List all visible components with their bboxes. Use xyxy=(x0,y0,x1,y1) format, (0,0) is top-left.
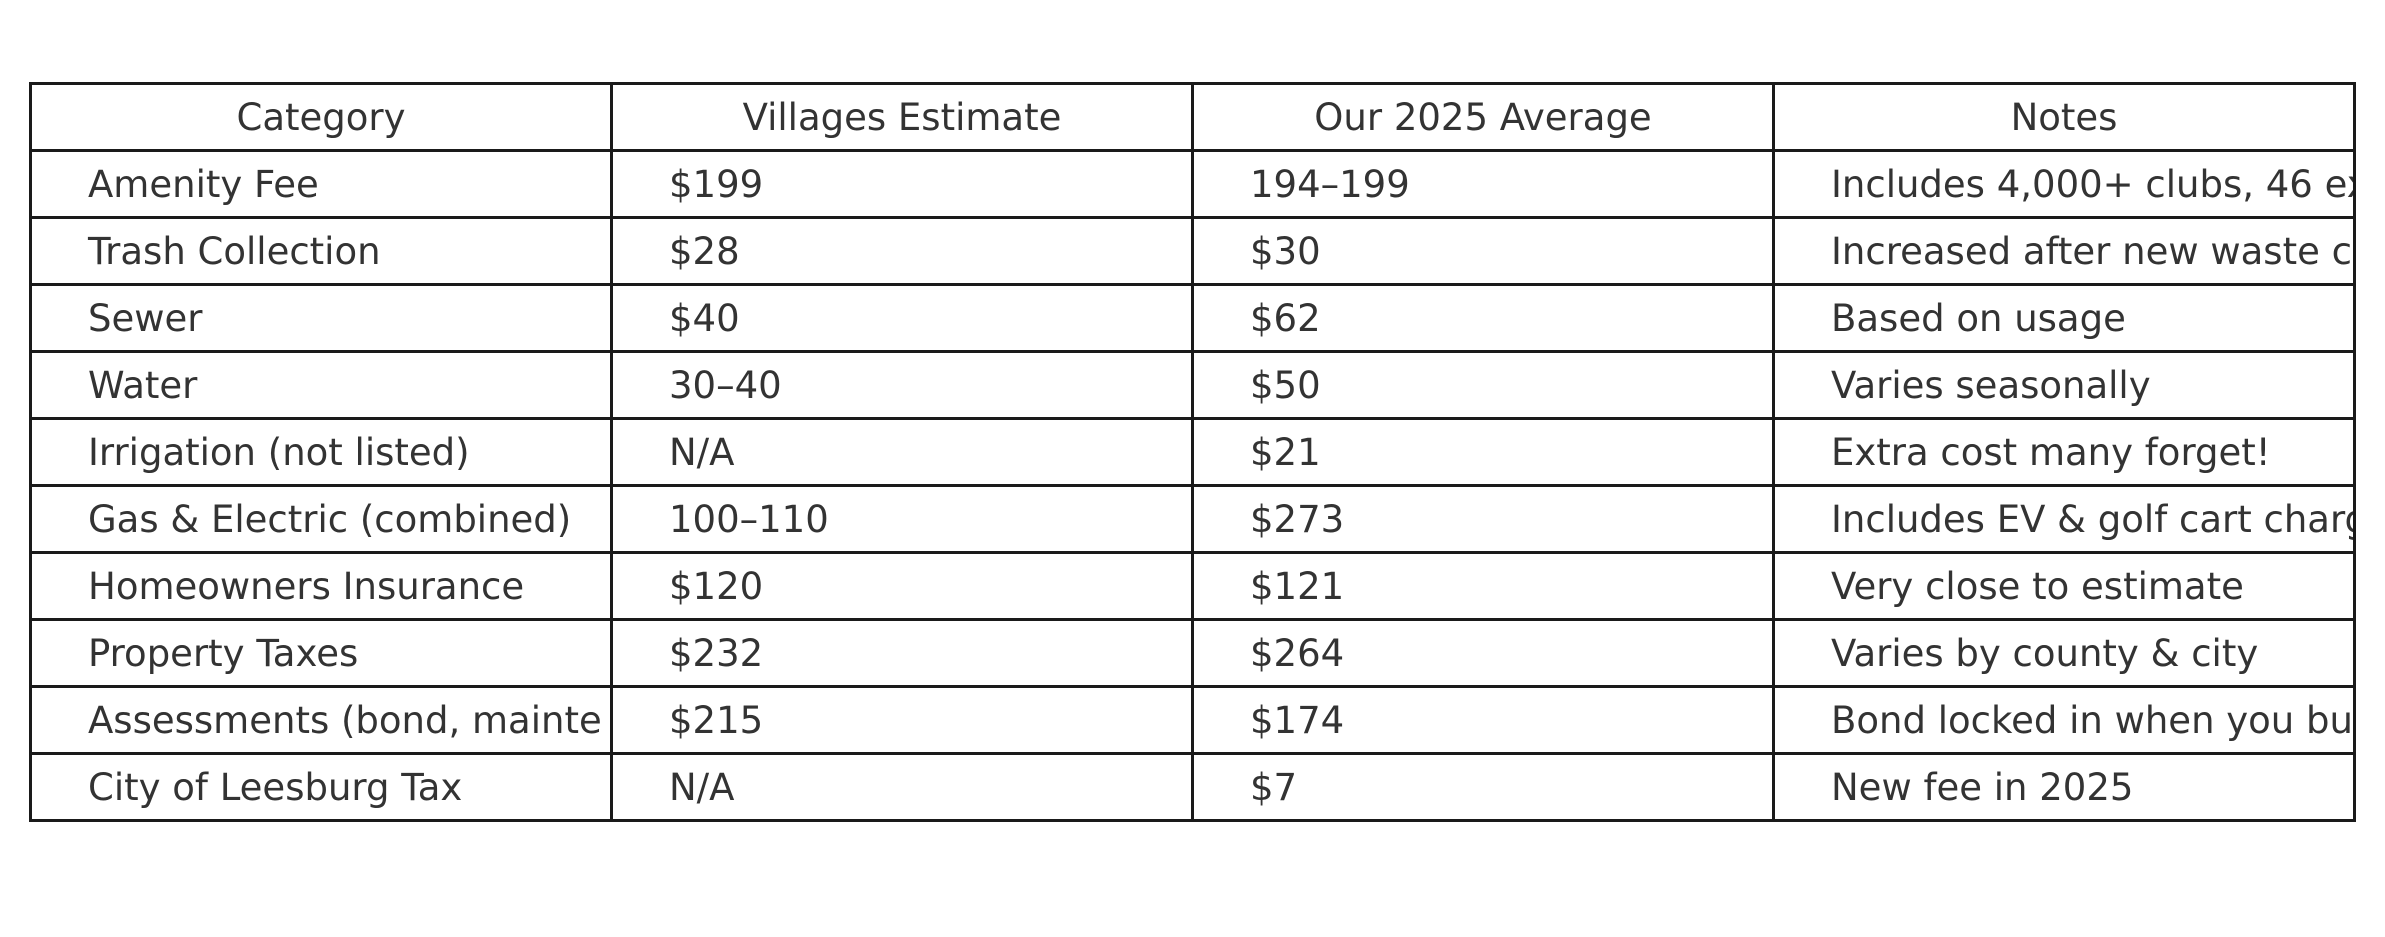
table-row: Water 30–40 $50 Varies seasonally xyxy=(29,350,2356,420)
cell-our-2025-average: $62 xyxy=(1191,283,1775,353)
cell-our-2025-average: $273 xyxy=(1191,484,1775,554)
header-notes: Notes xyxy=(1772,82,2356,152)
cell-category: Irrigation (not listed) xyxy=(29,417,613,487)
cell-category: Amenity Fee xyxy=(29,149,613,219)
table-row: Assessments (bond, mainte $215 $174 Bond… xyxy=(29,685,2356,755)
cell-notes: Includes 4,000+ clubs, 46 exe xyxy=(1772,149,2356,219)
cell-our-2025-average: $174 xyxy=(1191,685,1775,755)
cell-notes: Bond locked in when you buy xyxy=(1772,685,2356,755)
header-our-2025-average: Our 2025 Average xyxy=(1191,82,1775,152)
table-row: Amenity Fee $199 194–199 Includes 4,000+… xyxy=(29,149,2356,219)
cell-our-2025-average: $21 xyxy=(1191,417,1775,487)
table-row: Homeowners Insurance $120 $121 Very clos… xyxy=(29,551,2356,621)
table-row: Irrigation (not listed) N/A $21 Extra co… xyxy=(29,417,2356,487)
cell-villages-estimate: 100–110 xyxy=(610,484,1194,554)
cell-our-2025-average: $7 xyxy=(1191,752,1775,822)
cell-villages-estimate: $28 xyxy=(610,216,1194,286)
cell-villages-estimate: N/A xyxy=(610,417,1194,487)
cell-notes: Based on usage xyxy=(1772,283,2356,353)
cell-notes: Varies by county & city xyxy=(1772,618,2356,688)
table-row: Trash Collection $28 $30 Increased after… xyxy=(29,216,2356,286)
cell-our-2025-average: 194–199 xyxy=(1191,149,1775,219)
cell-our-2025-average: $50 xyxy=(1191,350,1775,420)
table-header-row: Category Villages Estimate Our 2025 Aver… xyxy=(29,82,2356,152)
cell-category: Gas & Electric (combined) xyxy=(29,484,613,554)
cell-category: Homeowners Insurance xyxy=(29,551,613,621)
cell-villages-estimate: $232 xyxy=(610,618,1194,688)
table-row: Property Taxes $232 $264 Varies by count… xyxy=(29,618,2356,688)
cell-notes: Includes EV & golf cart chargi xyxy=(1772,484,2356,554)
cell-category: Assessments (bond, mainte xyxy=(29,685,613,755)
cell-our-2025-average: $121 xyxy=(1191,551,1775,621)
header-category: Category xyxy=(29,82,613,152)
table-row: Gas & Electric (combined) 100–110 $273 I… xyxy=(29,484,2356,554)
cell-our-2025-average: $264 xyxy=(1191,618,1775,688)
cell-villages-estimate: $120 xyxy=(610,551,1194,621)
cell-category: Sewer xyxy=(29,283,613,353)
cell-category: City of Leesburg Tax xyxy=(29,752,613,822)
monthly-cost-table: Category Villages Estimate Our 2025 Aver… xyxy=(29,82,2356,822)
cell-villages-estimate: 30–40 xyxy=(610,350,1194,420)
cell-category: Property Taxes xyxy=(29,618,613,688)
cell-villages-estimate: $215 xyxy=(610,685,1194,755)
cell-category: Trash Collection xyxy=(29,216,613,286)
cell-notes: Extra cost many forget! xyxy=(1772,417,2356,487)
cell-notes: New fee in 2025 xyxy=(1772,752,2356,822)
cell-notes: Very close to estimate xyxy=(1772,551,2356,621)
table-row: Sewer $40 $62 Based on usage xyxy=(29,283,2356,353)
cell-villages-estimate: N/A xyxy=(610,752,1194,822)
table-row: City of Leesburg Tax N/A $7 New fee in 2… xyxy=(29,752,2356,822)
cell-notes: Varies seasonally xyxy=(1772,350,2356,420)
cell-category: Water xyxy=(29,350,613,420)
cell-villages-estimate: $199 xyxy=(610,149,1194,219)
cell-our-2025-average: $30 xyxy=(1191,216,1775,286)
cell-villages-estimate: $40 xyxy=(610,283,1194,353)
header-villages-estimate: Villages Estimate xyxy=(610,82,1194,152)
cell-notes: Increased after new waste co xyxy=(1772,216,2356,286)
